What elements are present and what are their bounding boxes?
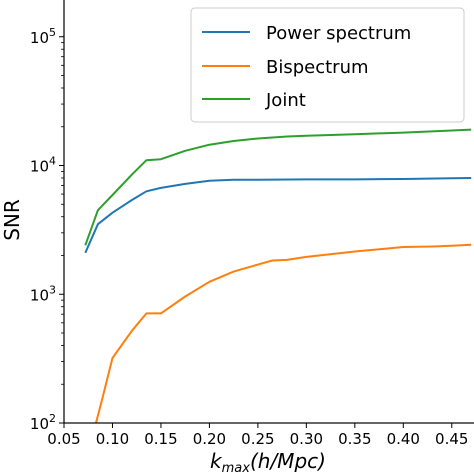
y-tick-label: 105 [30,26,56,47]
x-axis-title-rest: (h/Mpc) [250,449,326,473]
y-tick-label: 104 [30,155,56,176]
series-line-bispectrum [95,243,472,424]
x-axis-title: kmax(h/Mpc) [210,449,326,474]
x-tick-label: 0.30 [290,430,323,448]
x-tick-label: 0.45 [435,430,468,448]
y-tick-label: 102 [30,412,56,433]
legend: Power spectrum Bispectrum Joint [190,7,465,123]
x-tick-label: 0.40 [387,430,420,448]
legend-label-bispectrum: Bispectrum [266,57,369,78]
x-axis-ticks: 0.05 0.10 0.15 0.20 0.25 0.30 0.35 0.40 0.45 [47,423,468,448]
x-axis-title-main: k [210,449,223,473]
y-axis-title: SNR [0,199,24,241]
legend-label-power-spectrum: Power spectrum [266,23,411,44]
plot-frame [63,0,474,424]
legend-label-joint: Joint [265,90,306,111]
x-tick-label: 0.35 [338,430,371,448]
x-tick-label: 0.05 [47,430,80,448]
legend-box [190,7,465,123]
x-tick-label: 0.25 [241,430,274,448]
x-tick-label: 0.15 [144,430,177,448]
y-axis-ticks: 102 103 104 105 [30,26,64,433]
x-tick-label: 0.10 [96,430,129,448]
x-tick-label: 0.20 [193,430,226,448]
series-layer [84,128,472,424]
series-line-joint [84,128,472,246]
y-tick-label: 103 [30,283,56,304]
series-line-power-spectrum [84,177,472,254]
x-axis-title-subscript: max [222,461,251,474]
